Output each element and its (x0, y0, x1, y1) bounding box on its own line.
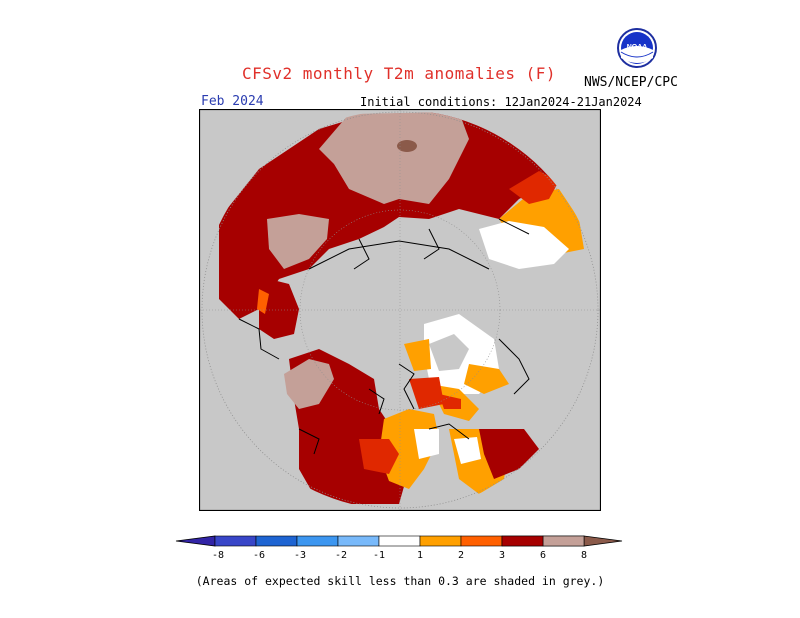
tick-label: -2 (335, 550, 347, 561)
tick-label: 3 (499, 550, 505, 561)
tick-label: 6 (540, 550, 546, 561)
skill-note: (Areas of expected skill less than 0.3 a… (195, 574, 605, 588)
anomaly-map (199, 109, 601, 511)
svg-text:NOAA: NOAA (627, 44, 648, 51)
region-siberia-8f (319, 112, 469, 204)
region-europe-8f (267, 214, 329, 269)
tick-label: -3 (294, 550, 306, 561)
tick-label: -8 (212, 550, 224, 561)
tick-label: 2 (458, 550, 464, 561)
color-scale: -8 -6 -3 -2 -1 1 2 3 6 8 (175, 535, 623, 561)
coastlines (238, 218, 530, 455)
region-asia-red (509, 171, 559, 204)
organization-label: NWS/NCEP/CPC (584, 75, 678, 90)
forecast-month: Feb 2024 (201, 94, 264, 109)
region-alaska-8f (284, 359, 334, 409)
initial-conditions: Initial conditions: 12Jan2024-21Jan2024 (360, 95, 642, 109)
tick-label: 8 (581, 550, 587, 561)
region-asia-orange (499, 189, 584, 254)
chart-title: CFSv2 monthly T2m anomalies (F) (241, 64, 557, 83)
tick-label: -1 (373, 550, 385, 561)
tick-label: 1 (417, 550, 423, 561)
region-asia-white (479, 221, 569, 269)
region-siberia-max (397, 140, 417, 152)
region-eurasia-warm (219, 112, 559, 319)
tick-label: -6 (253, 550, 265, 561)
noaa-logo: NOAA (617, 28, 657, 68)
